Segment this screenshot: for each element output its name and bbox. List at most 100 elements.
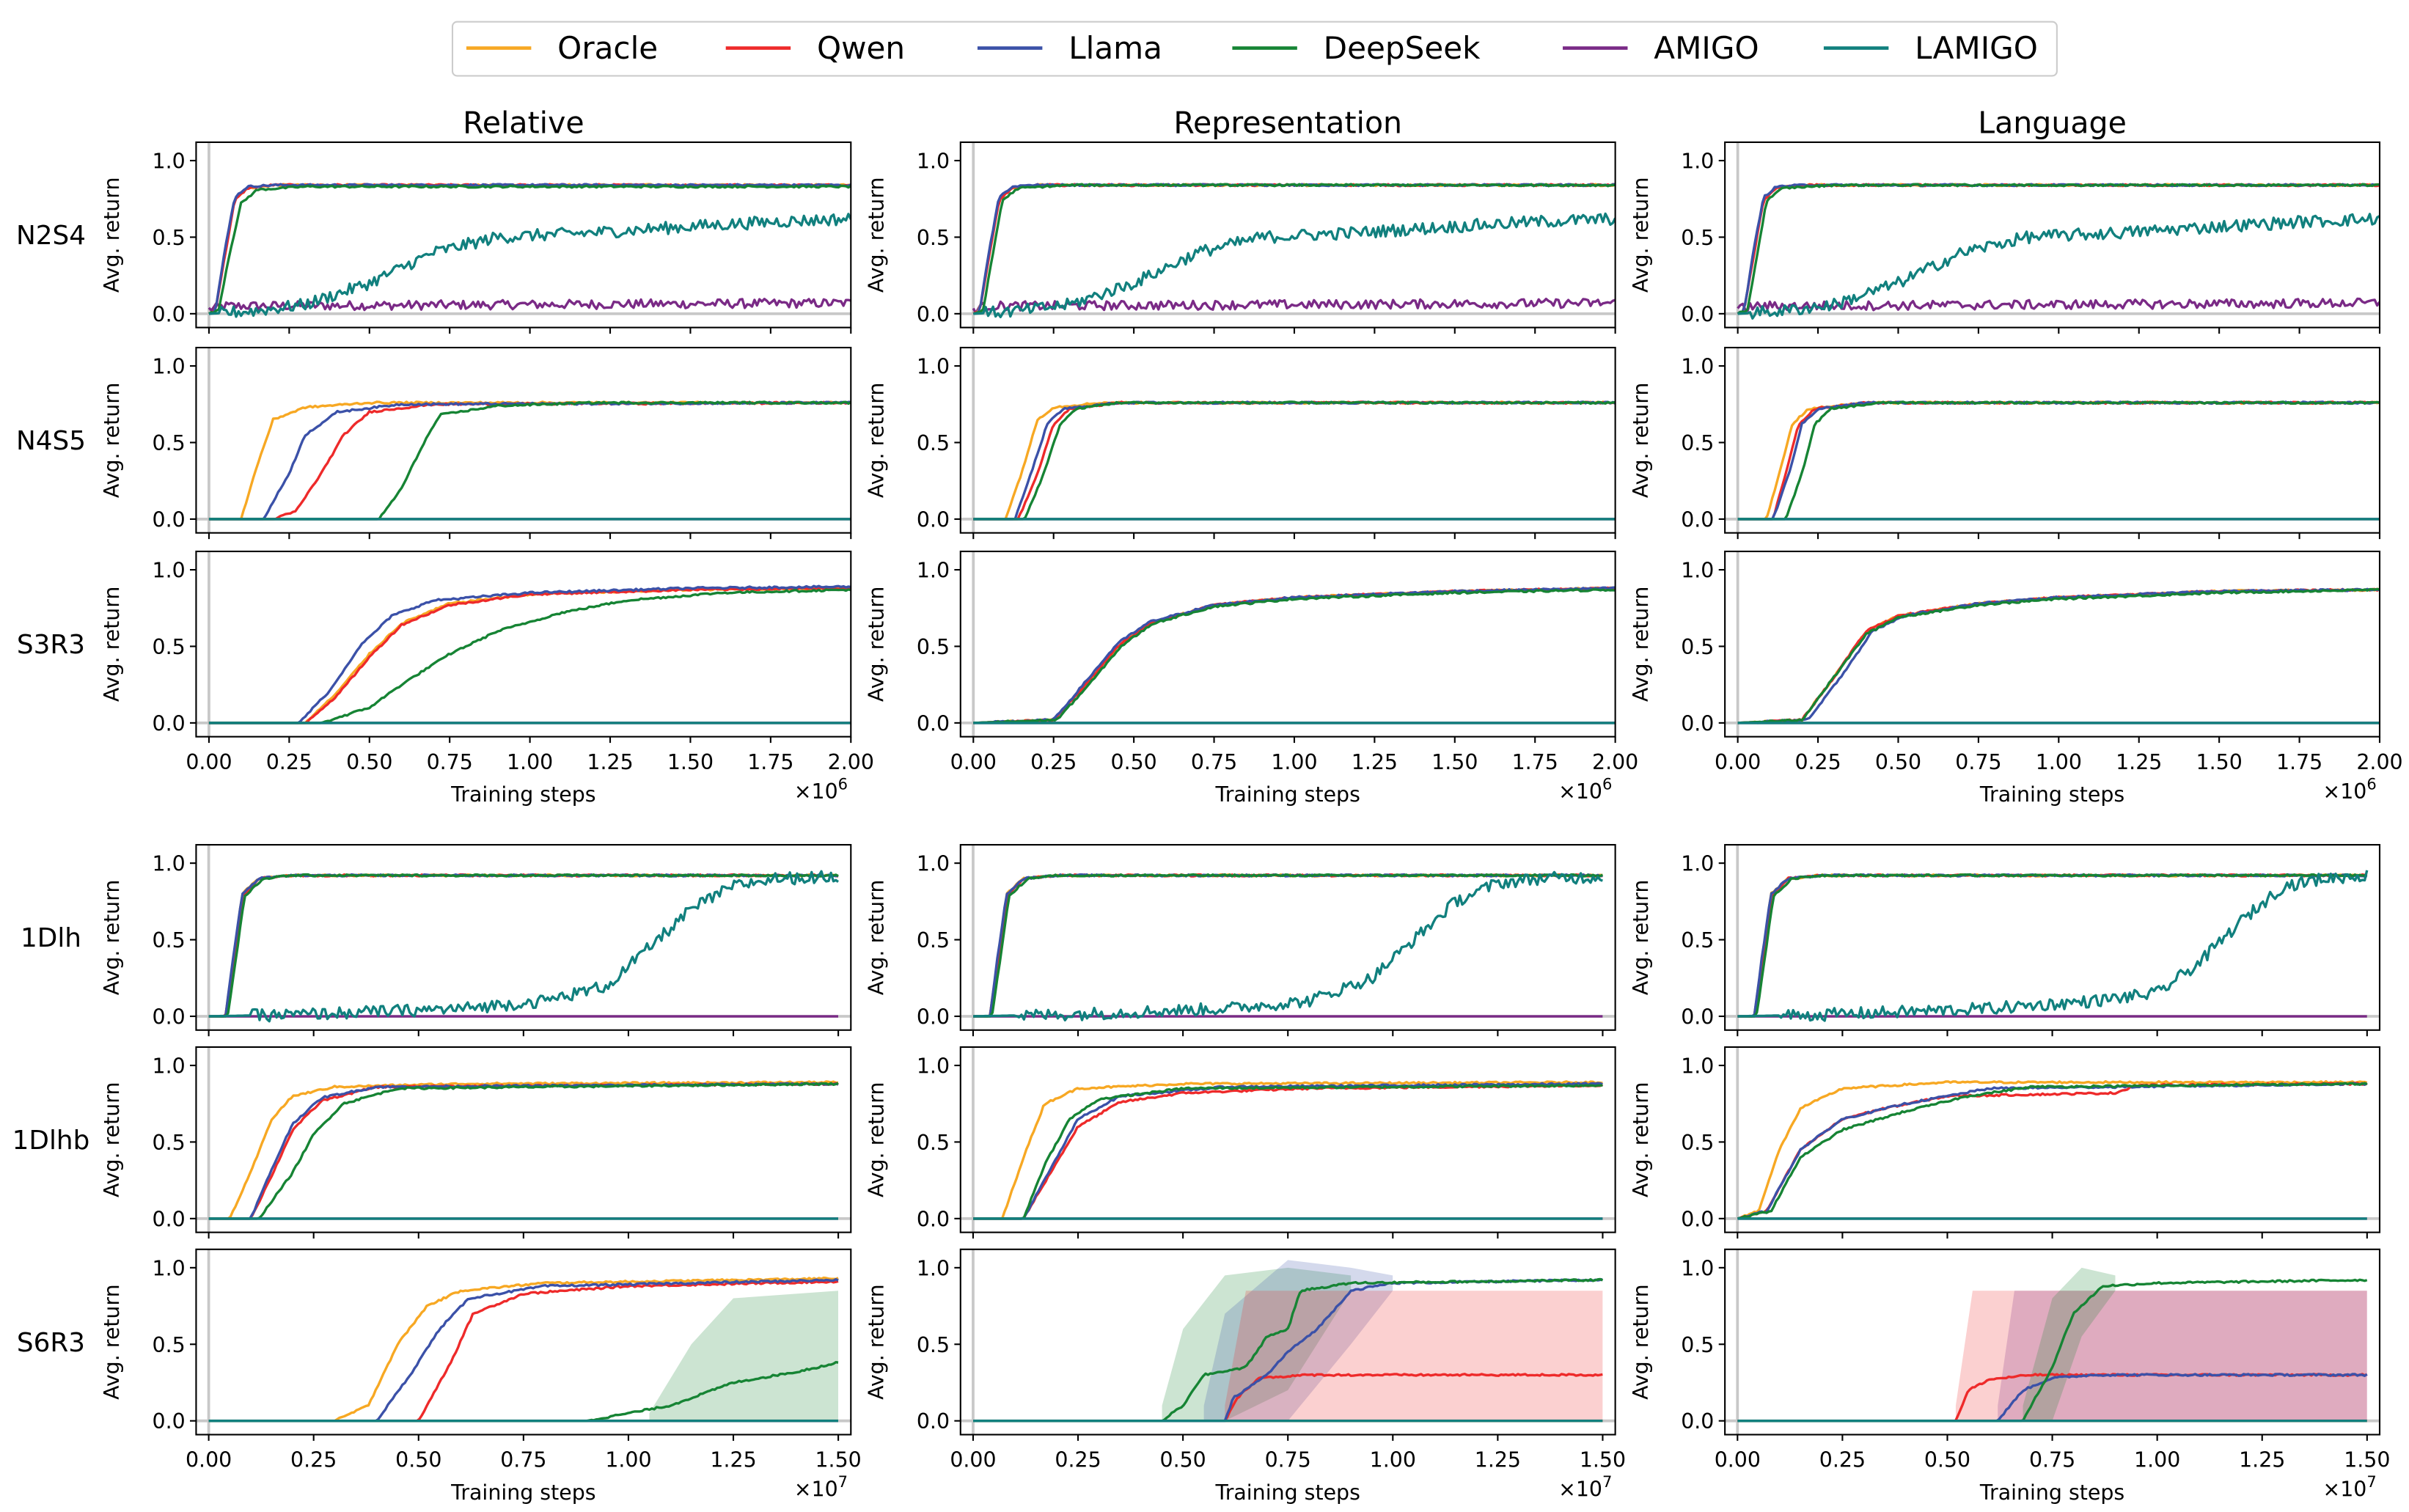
y-tick-label: 0.5 [917,431,950,455]
y-axis-label: Avg. return [100,383,124,499]
panel-1dlh-representation: 0.0 0.5 1.0 Avg. return [865,844,1616,1037]
plot-area [1725,1249,2380,1435]
series-line-llama [1737,587,2380,724]
x-tick-label: 0.50 [1924,1448,1970,1472]
series-line-oracle [208,1080,839,1220]
column-title: Relative [463,105,584,140]
x-tick-label: 1.50 [2196,750,2243,774]
x-tick-label: 0.75 [2029,1448,2075,1472]
y-tick-label: 0.5 [153,431,186,455]
x-axis-label: Training steps [450,1480,595,1505]
series-line-qwen [208,586,851,724]
series-line-oracle [1737,1080,2368,1220]
y-tick-label: 0.0 [917,507,950,532]
plot-area [1725,348,2380,533]
series-line-oracle [208,586,851,724]
legend-label: Llama [1068,30,1162,66]
x-tick-label: 0.00 [950,750,997,774]
x-tick-label: 1.75 [2276,750,2322,774]
axes-frame [195,550,852,738]
y-tick-label: 0.5 [153,928,186,953]
series-line-llama [208,400,851,521]
x-tick-label: 2.00 [1592,750,1638,774]
series-line-deepseek [1737,587,2380,724]
series-line-deepseek [973,873,1604,1018]
series-line-llama [973,873,1603,1018]
y-axis-label: Avg. return [100,587,124,702]
x-tick-label: 1.25 [2116,750,2162,774]
x-tick-label: 1.00 [1271,750,1317,774]
axes-frame [959,346,1616,534]
plot-area [196,551,851,737]
plot-area [1725,1046,2380,1233]
x-axis-multiplier: ×106 [1558,774,1612,804]
x-tick-label: 0.25 [1030,750,1077,774]
y-tick-label: 0.5 [153,226,186,250]
series-line-oracle [973,873,1603,1018]
y-tick-label: 0.5 [1681,226,1714,250]
y-tick-label: 0.0 [917,302,950,326]
y-axis-label: Avg. return [1629,177,1653,293]
series-line-deepseek [973,588,1616,724]
x-tick-label: 1.75 [1512,750,1558,774]
panel-1dlh-relative: 0.0 0.5 1.0 Avg. return 1Dlh [21,844,852,1037]
x-tick-label: 1.50 [815,1448,861,1472]
plot-area [196,845,851,1030]
plot-area [960,845,1616,1030]
x-axis-label: Training steps [1979,1480,2124,1505]
y-tick-label: 0.0 [1681,302,1714,326]
y-axis-label: Avg. return [865,177,889,293]
series-line-qwen [208,873,839,1018]
y-tick-label: 0.5 [153,635,186,659]
x-axis-multiplier: ×106 [2322,774,2376,804]
x-tick-label: 0.50 [1160,1448,1206,1472]
multiplier-exponent: 7 [838,1472,848,1491]
y-tick-label: 0.5 [1681,431,1714,455]
multiplier-exponent: 6 [1602,774,1612,793]
legend-label: Qwen [817,30,905,66]
x-tick-label: 0.75 [500,1448,546,1472]
series-line-oracle [208,400,851,521]
multiplier-base: ×10 [2322,1478,2366,1502]
multiplier-exponent: 6 [2366,774,2376,793]
plot-area [960,348,1616,533]
plot-area [1725,551,2380,737]
x-tick-label: 0.00 [1715,1448,1761,1472]
multiplier-base: ×10 [1558,1478,1602,1502]
multiplier-exponent: 7 [2366,1472,2376,1491]
legend: Oracle Qwen Llama DeepSeek AMIGO LAMIGO [451,21,2058,77]
multiplier-base: ×10 [2322,779,2366,804]
column-title: Representation [1173,105,1402,140]
y-tick-label: 0.0 [917,1409,950,1434]
legend-item-deepseek: DeepSeek [1232,30,1481,66]
plot-area [196,1249,851,1435]
x-tick-label: 0.75 [1265,1448,1311,1472]
panel-n2s4-representation: 0.0 0.5 1.0 Avg. return [865,141,1616,334]
legend-label: LAMIGO [1915,30,2038,66]
y-tick-label: 0.5 [1681,928,1714,953]
row-label: S6R3 [17,1328,85,1358]
panel-s3r3-representation: 0.0 0.5 1.0 Avg. return 0.00 0.25 0.50 0.75 1.00… [865,550,1638,807]
panel-s3r3-language: 0.0 0.5 1.0 Avg. return 0.00 0.25 0.50 0.75 1.00… [1629,550,2403,807]
axes-frame [195,1046,852,1233]
band-deepseek [2023,1267,2116,1421]
y-tick-label: 1.0 [1681,1054,1714,1079]
axes-frame [195,141,852,329]
x-tick-label: 1.00 [1370,1448,1416,1472]
x-tick-label: 1.00 [2036,750,2082,774]
x-tick-label: 0.00 [186,1448,232,1472]
plot-area [1725,142,2380,328]
x-axis-multiplier: ×107 [2322,1472,2376,1502]
series-line-llama [1737,183,2380,315]
series-line-llama [208,873,839,1018]
y-axis-label: Avg. return [100,880,124,996]
x-tick-label: 0.00 [1715,750,1761,774]
plot-area [196,1046,851,1233]
series-line-amigo [1737,297,2380,312]
band-llama [1203,1260,1393,1421]
x-tick-label: 0.25 [1794,750,1841,774]
band-qwen [1955,1291,2367,1421]
y-tick-label: 1.0 [1681,355,1714,379]
row-label: 1Dlhb [12,1126,90,1156]
